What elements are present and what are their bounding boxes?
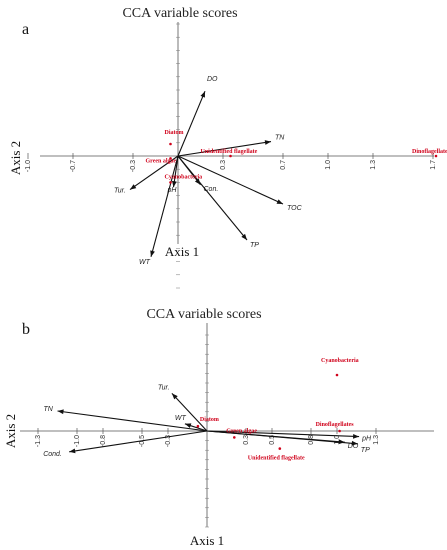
vector-con-arrowhead	[194, 178, 201, 185]
species-dinoflagellates-point	[338, 429, 341, 433]
vector-do-label: DO	[207, 76, 218, 83]
vector-do-arrowhead	[338, 439, 345, 445]
panel-a: a CCA variable scores -1.0 -0.7 -0.3 0.3 0.7…	[8, 6, 447, 289]
species-dinoflagellates-label: Dinoflagellates	[412, 149, 447, 155]
vector-con-label: Con.	[204, 186, 219, 193]
vector-ph-label: pH	[361, 436, 372, 443]
x-tick-label: 1.3	[373, 435, 380, 445]
species-green-algae-label: Green algae	[146, 158, 177, 164]
vector-tn-line	[57, 410, 208, 432]
x-tick-label: 1.7	[430, 160, 437, 170]
x-tick-label: 0.5	[269, 435, 276, 445]
species-diatom-point	[169, 142, 172, 146]
vector-tur-arrowhead	[130, 184, 137, 190]
species-unidentified-flagellate-label: Unidentified flagellate	[201, 149, 258, 155]
y-axis-title: Axis 2	[8, 141, 23, 175]
x-tick-label: 0.3	[220, 160, 227, 170]
panel-letter-b: b	[22, 321, 30, 338]
vector-cond-label: Cond.	[43, 451, 62, 458]
vector-do-line	[177, 90, 206, 157]
x-axis-title: Axis 1	[165, 244, 199, 259]
vector-wt-line	[150, 155, 179, 257]
vector-ph-arrowhead	[353, 433, 360, 439]
vector-tp-line	[206, 430, 358, 445]
vector-tp-arrowhead	[351, 440, 358, 446]
species-cyanobacteria-point	[335, 373, 339, 377]
x-tick-label: -0.3	[165, 435, 172, 447]
species-dinoflagellates-label: Dinoflagellates	[316, 422, 355, 428]
species-unidentified-flagellate-point	[229, 154, 232, 158]
species-cyanobacteria-label: Cyanobacteria	[165, 174, 203, 180]
x-tick-label: 0.3	[243, 435, 250, 445]
panel-letter-a: a	[22, 21, 29, 38]
x-tick-label: 1.0	[325, 160, 332, 170]
vector-wt-arrowhead	[150, 250, 155, 257]
vector-tn-label: TN	[44, 406, 54, 413]
x-tick-label: -0.7	[70, 160, 77, 172]
vector-tn-label: TN	[275, 135, 285, 142]
vector-toc-line	[177, 155, 284, 205]
vector-tp-label: TP	[361, 447, 370, 454]
y-axis-title: Axis 2	[3, 414, 18, 448]
x-tick-label: 0.7	[280, 160, 287, 170]
chart-title: CCA variable scores	[122, 6, 237, 21]
vector-tur-line	[129, 155, 179, 191]
vector-toc-label: TOC	[287, 205, 303, 212]
species-green-algae-point	[233, 436, 236, 439]
vector-tur-label: Tur.	[114, 188, 126, 195]
vector-tur-label: Tur.	[158, 384, 170, 391]
species-diatom-point	[196, 424, 200, 428]
species-diatom-label: Diatom	[165, 130, 184, 136]
species-dinoflagellates-point	[434, 154, 438, 158]
x-axis-title: Axis 1	[190, 533, 224, 548]
species-points: Diatom Green algae Unidentified flagellate…	[146, 130, 447, 184]
vector-cond-line	[69, 430, 208, 453]
vector-tur-arrowhead	[171, 393, 178, 400]
x-tick-label: 1.0	[334, 435, 341, 445]
species-unidentified-flagellate-point	[278, 447, 282, 450]
vector-do-label: DO	[348, 443, 359, 450]
vector-ph-arrowhead	[171, 180, 177, 188]
vector-ph-label: pH	[167, 187, 178, 194]
vector-toc-arrowhead	[276, 199, 283, 204]
vector-wt-arrowhead	[184, 423, 192, 428]
x-tick-label: 1.3	[370, 160, 377, 170]
species-cyanobacteria-point	[169, 181, 172, 184]
vector-wt-label: WT	[139, 259, 151, 266]
vector-tp-label: TP	[250, 242, 259, 249]
x-tick-label: -1.0	[74, 435, 81, 447]
x-tick-label: -1.3	[35, 435, 42, 447]
vector-tn-line	[177, 141, 272, 157]
vector-ph-line	[206, 430, 360, 438]
species-cyanobacteria-label: Cyanobacteria	[321, 358, 359, 364]
x-tick-label: -0.8	[100, 435, 107, 447]
vector-tn-arrowhead	[264, 140, 271, 145]
x-ticks: -1.0 -0.7 -0.3 0.3 0.7 1.0 1.3 1.7	[25, 23, 437, 289]
vector-tp-arrowhead	[241, 233, 247, 240]
x-tick-label: -0.3	[130, 160, 137, 172]
species-points: Cyanobacteria Diatom Green algae Unidentifi…	[196, 358, 359, 462]
panel-b: b CCA variable scores -1.3-1.0-0.8-0.5-0…	[3, 307, 434, 548]
vector-tp-line	[177, 155, 248, 241]
vector-wt-label: WT	[175, 415, 187, 422]
chart-title: CCA variable scores	[146, 307, 261, 322]
vector-do-arrowhead	[200, 91, 205, 98]
species-diatom-label: Diatom	[200, 417, 219, 423]
x-tick-label: -1.0	[25, 160, 32, 172]
species-unidentified-flagellate-label: Unidentified flagellate	[248, 456, 305, 462]
environmental-vectors: DO TN Tur. pH Con. TOC TP WT	[114, 76, 303, 266]
species-green-algae-point	[169, 157, 172, 160]
vector-cond-arrowhead	[69, 448, 76, 454]
vector-tur-line	[171, 393, 208, 432]
vector-tn-arrowhead	[57, 409, 64, 415]
species-green-algae-label: Green algae	[226, 428, 257, 434]
